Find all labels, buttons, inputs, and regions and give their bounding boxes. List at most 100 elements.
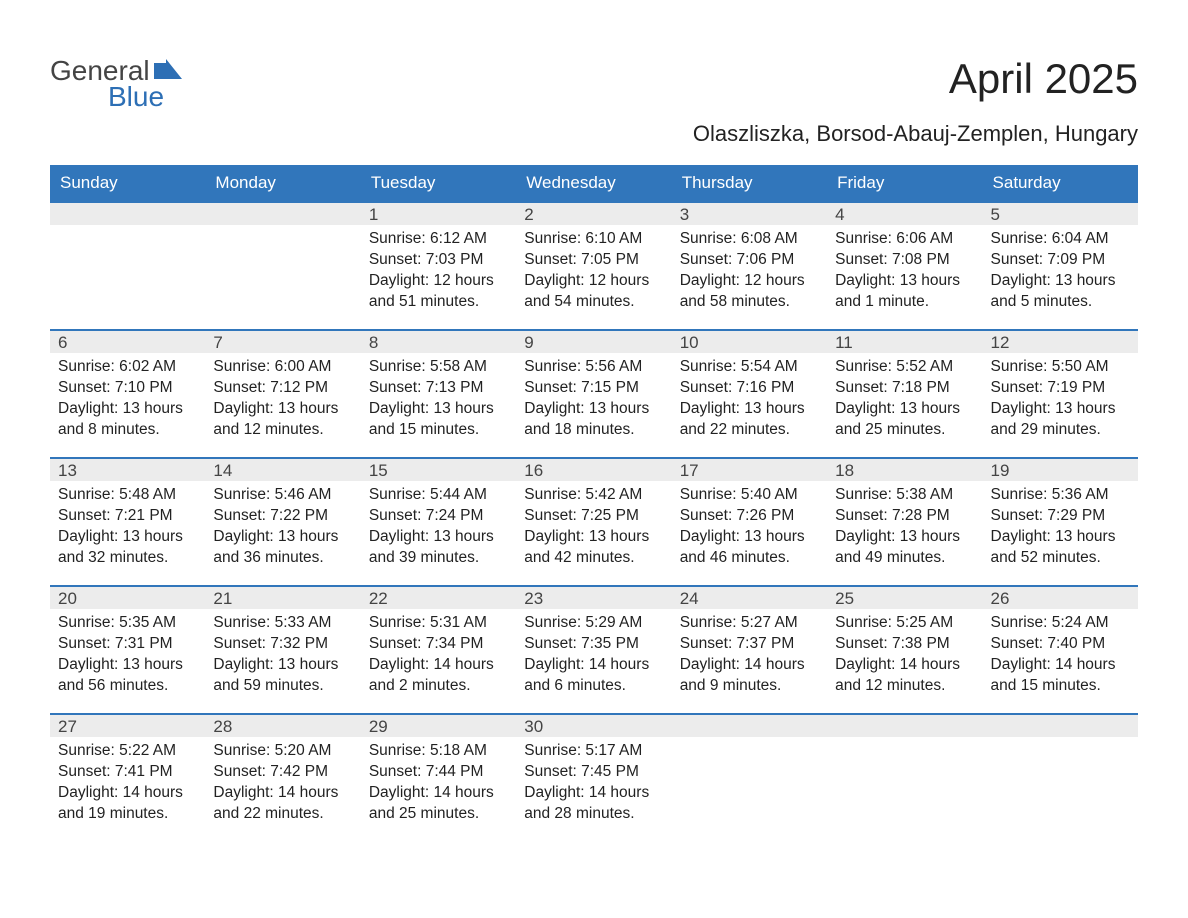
daylight-text: Daylight: 13 hours and 36 minutes. [213,527,352,569]
sunrise-text: Sunrise: 5:20 AM [213,741,352,762]
sunset-text: Sunset: 7:05 PM [524,250,663,271]
daylight-text: Daylight: 13 hours and 42 minutes. [524,527,663,569]
calendar-day-cell: 25Sunrise: 5:25 AMSunset: 7:38 PMDayligh… [827,585,982,713]
day-content: Sunrise: 5:29 AMSunset: 7:35 PMDaylight:… [516,609,671,705]
sunrise-text: Sunrise: 5:18 AM [369,741,508,762]
weekday-header: Saturday [983,165,1138,201]
calendar-day-cell [983,713,1138,841]
daylight-text: Daylight: 13 hours and 12 minutes. [213,399,352,441]
day-content: Sunrise: 6:00 AMSunset: 7:12 PMDaylight:… [205,353,360,449]
day-number: 19 [983,457,1138,481]
day-number: 12 [983,329,1138,353]
sunset-text: Sunset: 7:12 PM [213,378,352,399]
sunset-text: Sunset: 7:15 PM [524,378,663,399]
sunset-text: Sunset: 7:03 PM [369,250,508,271]
day-content: Sunrise: 5:17 AMSunset: 7:45 PMDaylight:… [516,737,671,833]
sunrise-text: Sunrise: 6:04 AM [991,229,1130,250]
day-number: 17 [672,457,827,481]
day-content: Sunrise: 6:10 AMSunset: 7:05 PMDaylight:… [516,225,671,321]
day-number [672,713,827,737]
calendar-day-cell: 17Sunrise: 5:40 AMSunset: 7:26 PMDayligh… [672,457,827,585]
daylight-text: Daylight: 13 hours and 15 minutes. [369,399,508,441]
daylight-text: Daylight: 14 hours and 12 minutes. [835,655,974,697]
daylight-text: Daylight: 13 hours and 22 minutes. [680,399,819,441]
calendar-day-cell: 28Sunrise: 5:20 AMSunset: 7:42 PMDayligh… [205,713,360,841]
calendar-day-cell: 16Sunrise: 5:42 AMSunset: 7:25 PMDayligh… [516,457,671,585]
brand-logo: General Blue [50,55,182,113]
day-content: Sunrise: 5:52 AMSunset: 7:18 PMDaylight:… [827,353,982,449]
calendar-day-cell: 11Sunrise: 5:52 AMSunset: 7:18 PMDayligh… [827,329,982,457]
daylight-text: Daylight: 13 hours and 49 minutes. [835,527,974,569]
sunset-text: Sunset: 7:09 PM [991,250,1130,271]
day-content [983,737,1138,749]
sunrise-text: Sunrise: 5:36 AM [991,485,1130,506]
location-label: Olaszliszka, Borsod-Abauj-Zemplen, Hunga… [693,121,1138,147]
daylight-text: Daylight: 13 hours and 29 minutes. [991,399,1130,441]
sunset-text: Sunset: 7:34 PM [369,634,508,655]
day-content [827,737,982,749]
day-content: Sunrise: 5:50 AMSunset: 7:19 PMDaylight:… [983,353,1138,449]
daylight-text: Daylight: 14 hours and 9 minutes. [680,655,819,697]
daylight-text: Daylight: 14 hours and 25 minutes. [369,783,508,825]
calendar-day-cell [50,201,205,329]
day-content: Sunrise: 5:58 AMSunset: 7:13 PMDaylight:… [361,353,516,449]
sunset-text: Sunset: 7:21 PM [58,506,197,527]
sunrise-text: Sunrise: 5:29 AM [524,613,663,634]
weekday-header: Wednesday [516,165,671,201]
day-number [50,201,205,225]
day-number: 11 [827,329,982,353]
day-number: 29 [361,713,516,737]
sunset-text: Sunset: 7:45 PM [524,762,663,783]
day-number: 24 [672,585,827,609]
calendar-day-cell: 1Sunrise: 6:12 AMSunset: 7:03 PMDaylight… [361,201,516,329]
daylight-text: Daylight: 13 hours and 5 minutes. [991,271,1130,313]
sunrise-text: Sunrise: 5:24 AM [991,613,1130,634]
day-number: 18 [827,457,982,481]
daylight-text: Daylight: 13 hours and 25 minutes. [835,399,974,441]
sunset-text: Sunset: 7:28 PM [835,506,974,527]
calendar-day-cell: 18Sunrise: 5:38 AMSunset: 7:28 PMDayligh… [827,457,982,585]
calendar-day-cell [672,713,827,841]
calendar-day-cell: 15Sunrise: 5:44 AMSunset: 7:24 PMDayligh… [361,457,516,585]
calendar-week-row: 27Sunrise: 5:22 AMSunset: 7:41 PMDayligh… [50,713,1138,841]
day-number: 2 [516,201,671,225]
sunrise-text: Sunrise: 5:44 AM [369,485,508,506]
day-number: 8 [361,329,516,353]
day-number: 3 [672,201,827,225]
daylight-text: Daylight: 13 hours and 1 minute. [835,271,974,313]
day-number: 27 [50,713,205,737]
daylight-text: Daylight: 13 hours and 8 minutes. [58,399,197,441]
sunrise-text: Sunrise: 5:40 AM [680,485,819,506]
day-number: 5 [983,201,1138,225]
daylight-text: Daylight: 12 hours and 51 minutes. [369,271,508,313]
sunrise-text: Sunrise: 6:02 AM [58,357,197,378]
sunset-text: Sunset: 7:19 PM [991,378,1130,399]
calendar-day-cell [827,713,982,841]
sunrise-text: Sunrise: 5:33 AM [213,613,352,634]
calendar-day-cell: 27Sunrise: 5:22 AMSunset: 7:41 PMDayligh… [50,713,205,841]
day-content: Sunrise: 5:40 AMSunset: 7:26 PMDaylight:… [672,481,827,577]
brand-word-2: Blue [108,81,164,113]
day-content: Sunrise: 5:33 AMSunset: 7:32 PMDaylight:… [205,609,360,705]
calendar-week-row: 1Sunrise: 6:12 AMSunset: 7:03 PMDaylight… [50,201,1138,329]
daylight-text: Daylight: 13 hours and 56 minutes. [58,655,197,697]
day-number [205,201,360,225]
sunrise-text: Sunrise: 5:31 AM [369,613,508,634]
day-number: 25 [827,585,982,609]
day-number: 1 [361,201,516,225]
sunrise-text: Sunrise: 5:27 AM [680,613,819,634]
day-number: 15 [361,457,516,481]
sunset-text: Sunset: 7:29 PM [991,506,1130,527]
daylight-text: Daylight: 13 hours and 59 minutes. [213,655,352,697]
day-content: Sunrise: 5:20 AMSunset: 7:42 PMDaylight:… [205,737,360,833]
calendar-day-cell: 6Sunrise: 6:02 AMSunset: 7:10 PMDaylight… [50,329,205,457]
day-content: Sunrise: 5:22 AMSunset: 7:41 PMDaylight:… [50,737,205,833]
page-header: General Blue April 2025 Olaszliszka, Bor… [50,55,1138,155]
sunrise-text: Sunrise: 6:10 AM [524,229,663,250]
day-content: Sunrise: 6:04 AMSunset: 7:09 PMDaylight:… [983,225,1138,321]
daylight-text: Daylight: 14 hours and 15 minutes. [991,655,1130,697]
sunset-text: Sunset: 7:40 PM [991,634,1130,655]
sunrise-text: Sunrise: 6:06 AM [835,229,974,250]
calendar-day-cell: 21Sunrise: 5:33 AMSunset: 7:32 PMDayligh… [205,585,360,713]
calendar-day-cell: 24Sunrise: 5:27 AMSunset: 7:37 PMDayligh… [672,585,827,713]
